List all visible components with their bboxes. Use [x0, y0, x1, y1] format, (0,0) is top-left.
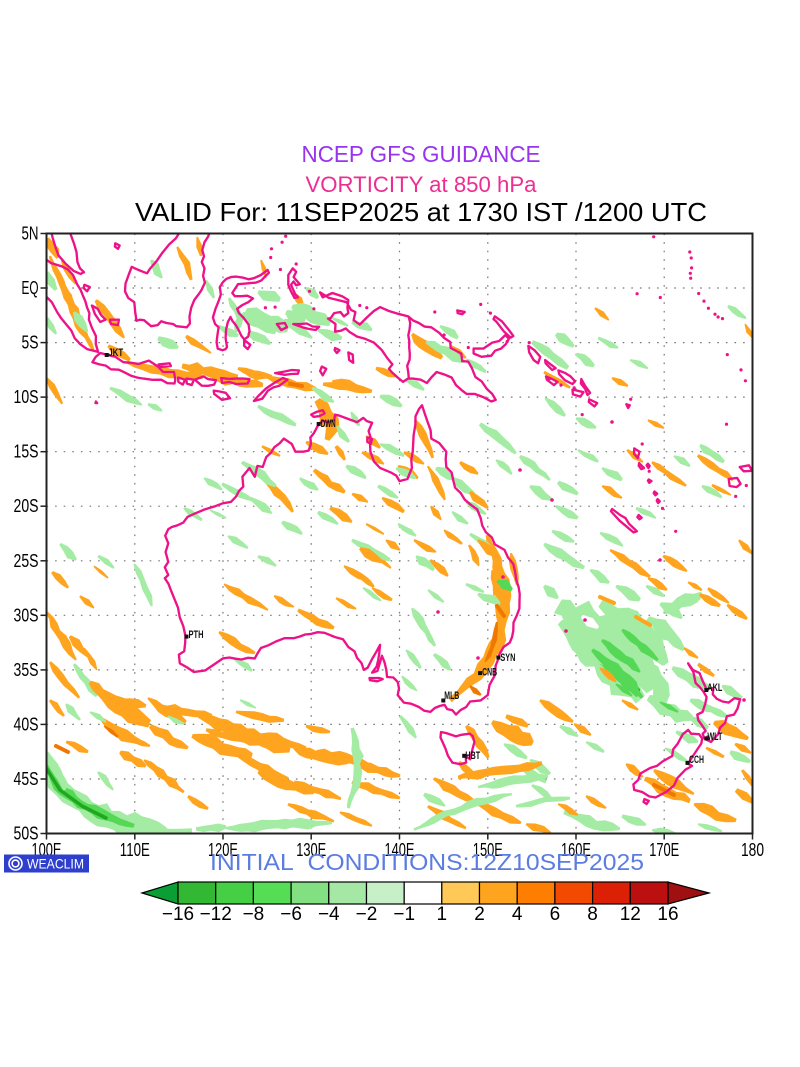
svg-text:30S: 30S	[14, 605, 39, 625]
svg-text:5N: 5N	[22, 224, 39, 244]
svg-text:DWN: DWN	[321, 418, 336, 430]
svg-text:130E: 130E	[296, 840, 326, 860]
svg-text:−4: −4	[318, 904, 340, 925]
svg-text:CNB: CNB	[482, 667, 497, 679]
svg-text:AKL: AKL	[707, 682, 722, 694]
svg-text:6: 6	[550, 904, 561, 925]
svg-text:12: 12	[620, 904, 641, 925]
svg-text:10S: 10S	[14, 387, 39, 407]
svg-text:−8: −8	[243, 904, 265, 925]
svg-text:50S: 50S	[14, 824, 39, 844]
svg-text:45S: 45S	[14, 769, 39, 789]
svg-text:WEACLIM: WEACLIM	[27, 857, 84, 872]
svg-text:120E: 120E	[208, 840, 238, 860]
svg-text:15S: 15S	[14, 442, 39, 462]
svg-text:2: 2	[474, 904, 485, 925]
svg-text:170E: 170E	[649, 840, 679, 860]
svg-text:25S: 25S	[14, 551, 39, 571]
svg-text:VORTICITY at 850 hPa: VORTICITY at 850 hPa	[306, 172, 538, 197]
svg-text:WLT: WLT	[707, 731, 722, 743]
svg-text:20S: 20S	[14, 496, 39, 516]
svg-text:16: 16	[657, 904, 678, 925]
svg-text:VALID For: 11SEP2025 at 1730 I: VALID For: 11SEP2025 at 1730 IST /1200 U…	[135, 197, 707, 227]
svg-text:180: 180	[741, 840, 764, 860]
svg-text:PTH: PTH	[189, 629, 204, 641]
svg-text:−2: −2	[356, 904, 378, 925]
svg-text:−16: −16	[162, 904, 194, 925]
svg-text:HBT: HBT	[465, 750, 480, 762]
svg-text:NCEP GFS GUIDANCE: NCEP GFS GUIDANCE	[302, 141, 541, 167]
svg-text:JKT: JKT	[108, 347, 123, 359]
svg-text:EQ: EQ	[22, 278, 39, 298]
svg-text:INITIAL CONDITIONS:12Z10SEP20: INITIAL CONDITIONS:12Z10SEP2025	[210, 849, 644, 875]
svg-text:140E: 140E	[385, 840, 415, 860]
svg-text:SYN: SYN	[500, 652, 515, 664]
svg-text:CCH: CCH	[689, 754, 704, 766]
svg-text:40S: 40S	[14, 714, 39, 734]
svg-text:−1: −1	[393, 904, 415, 925]
svg-text:150E: 150E	[473, 840, 503, 860]
svg-text:8: 8	[587, 904, 598, 925]
svg-text:5S: 5S	[22, 333, 39, 353]
svg-text:110E: 110E	[120, 840, 150, 860]
svg-text:−6: −6	[280, 904, 302, 925]
svg-text:35S: 35S	[14, 660, 39, 680]
svg-text:1: 1	[437, 904, 448, 925]
svg-text:−12: −12	[200, 904, 232, 925]
svg-text:MLB: MLB	[444, 690, 459, 702]
svg-text:160E: 160E	[561, 840, 591, 860]
svg-text:4: 4	[512, 904, 523, 925]
